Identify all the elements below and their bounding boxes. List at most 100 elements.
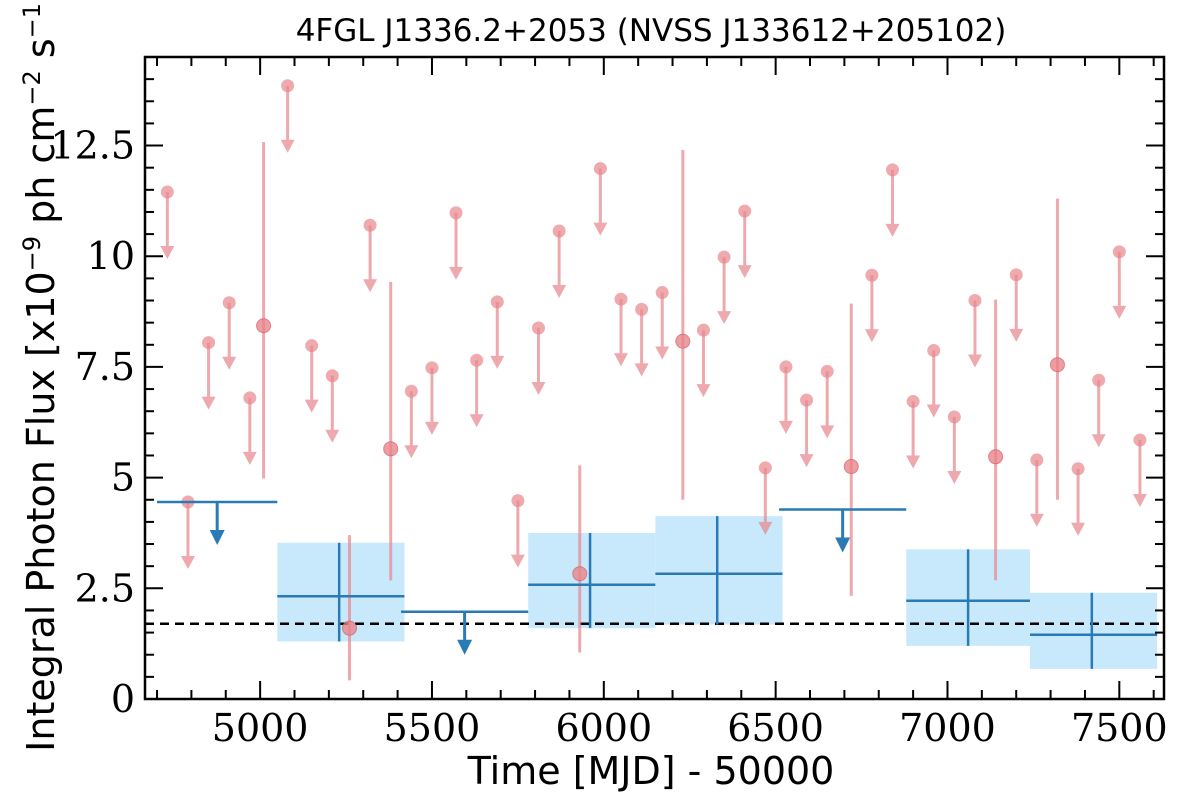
short-bin-upper-limit-point-11 [449,206,463,220]
short-bin-upper-limit-18-head [613,353,628,367]
short-bin-upper-limit-20 [655,292,670,360]
short-bin-detection-5 [843,459,859,475]
short-bin-upper-limit-29-head [885,223,900,237]
x-tick-label-7500: 7500 [1071,706,1168,750]
short-bin-upper-limit-25 [778,366,793,434]
short-bin-upper-limit-17-head [593,222,608,236]
short-bin-upper-limit-13 [490,301,505,369]
long-bin-upper-limit-arrow-1-head [457,639,473,655]
short-bin-upper-limit-1-head [180,555,195,569]
short-bin-upper-limit-point-16 [552,224,566,238]
long-bin-band-4 [1029,592,1158,669]
short-bin-upper-limit-10-head [424,421,439,435]
short-bin-upper-limit-point-34 [1009,268,1023,282]
short-bin-upper-limit-39-head [1132,493,1147,507]
y-axis-label-text: s [19,38,63,70]
short-bin-upper-limit-point-20 [655,286,669,300]
short-bin-upper-limit-16-head [552,285,567,299]
short-bin-upper-limit-28-head [864,329,879,343]
short-bin-upper-limit-19 [634,309,649,377]
short-bin-upper-limit-point-9 [404,384,418,398]
short-bin-upper-limit-4-head [242,451,257,465]
x-axis-label: Time [MJD] - 50000 [467,749,835,793]
x-tick-label-5000: 5000 [212,706,309,750]
long-bin-band-2 [655,516,783,625]
short-bin-detection-0 [256,318,272,334]
short-bin-upper-limit-point-14 [511,494,525,508]
short-bin-upper-limit-point-4 [243,391,257,405]
short-bin-upper-limit-3 [222,302,237,370]
short-bin-upper-limit-point-30 [906,394,920,408]
y-tick-label-4: 10 [87,234,135,278]
short-bin-upper-limit-16 [552,231,567,299]
short-bin-upper-limit-9-head [404,445,419,459]
y-tick-label-1: 2.5 [75,566,135,610]
short-bin-detection-2 [383,441,399,457]
short-bin-detection-6 [988,449,1004,465]
short-bin-upper-limit-6-head [304,399,319,413]
y-tick-label-2: 5 [111,456,135,500]
short-bin-upper-limit-14 [510,500,525,568]
short-bin-upper-limit-3-head [222,356,237,370]
short-bin-upper-limit-point-26 [800,393,814,407]
short-bin-upper-limit-2 [201,342,216,410]
y-axis-label-text: Integral Photon Flux [x10 [19,271,63,752]
short-bin-detection-7 [1049,357,1065,373]
short-bin-upper-limit-21 [696,330,711,398]
short-bin-upper-limit-27-head [820,425,835,439]
short-bin-upper-limit-point-32 [947,410,961,424]
short-bin-upper-limit-11-head [449,266,464,280]
short-bin-upper-limit-point-3 [222,296,236,310]
short-bin-upper-limit-13-head [490,355,505,369]
short-bin-upper-limit-37 [1091,380,1106,448]
plot-area: 5000 5500 6000 6500 7000 7500 0 2.5 5 7.5 10 12.5 [50,55,1168,750]
short-bin-upper-limit-12-head [469,414,484,428]
short-bin-upper-limit-point-35 [1030,453,1044,467]
short-bin-upper-limit-30 [906,401,921,469]
short-bin-upper-limit-8-head [363,279,378,293]
short-bin-upper-limit-10 [424,367,439,435]
long-bin-upper-limit-arrow-0-head [209,529,225,545]
short-bin-upper-limit-31 [926,350,941,418]
short-bin-upper-limit-0 [160,192,175,260]
short-bin-upper-limit-point-7 [325,369,339,383]
short-bin-upper-limit-18 [613,299,628,367]
y-tick-label-5: 12.5 [50,124,135,168]
short-bin-upper-limit-20-head [655,346,670,360]
short-bin-upper-limit-30-head [906,455,921,469]
short-bin-upper-limit-7 [325,375,340,443]
short-bin-upper-limit-26 [799,400,814,468]
short-bin-upper-limit-7-head [325,429,340,443]
y-axis-label-exponent: −9 [18,236,46,271]
short-bin-upper-limit-25-head [778,420,793,434]
long-bin-upper-limit-arrow-2-head [835,537,851,553]
x-tick-label-5500: 5500 [384,706,481,750]
y-axis-label: Integral Photon Flux [x10−9 ph cm−2 s−1] [18,0,63,752]
short-bin-upper-limit-36 [1071,468,1086,536]
short-bin-upper-limit-point-29 [885,163,899,177]
y-tick-label-0: 0 [111,677,135,721]
short-bin-upper-limit-23-head [737,265,752,279]
short-bin-upper-limit-point-18 [614,292,628,306]
short-bin-upper-limit-point-38 [1112,245,1126,259]
short-bin-upper-limit-point-25 [779,360,793,374]
long-bin-band-1 [528,532,656,629]
short-bin-upper-limit-26-head [799,454,814,468]
short-bin-upper-limit-37-head [1091,434,1106,448]
short-bin-upper-limit-point-17 [593,162,607,176]
short-bin-upper-limit-5-head [280,139,295,153]
short-bin-upper-limit-point-19 [635,302,649,316]
short-bin-upper-limit-point-6 [305,339,319,353]
short-bin-upper-limit-24 [758,467,773,535]
short-bin-upper-limit-34 [1009,274,1024,342]
short-bin-upper-limit-27 [820,371,835,439]
short-bin-upper-limit-point-8 [363,218,377,232]
long-bin-upper-limit-arrow-0 [209,501,225,545]
short-bin-upper-limit-35 [1029,459,1044,527]
short-bin-upper-limit-point-12 [470,353,484,367]
short-bin-upper-limit-29 [885,169,900,237]
short-bin-upper-limit-point-0 [160,185,174,199]
short-bin-upper-limit-34-head [1009,328,1024,342]
short-bin-upper-limit-12 [469,360,484,428]
